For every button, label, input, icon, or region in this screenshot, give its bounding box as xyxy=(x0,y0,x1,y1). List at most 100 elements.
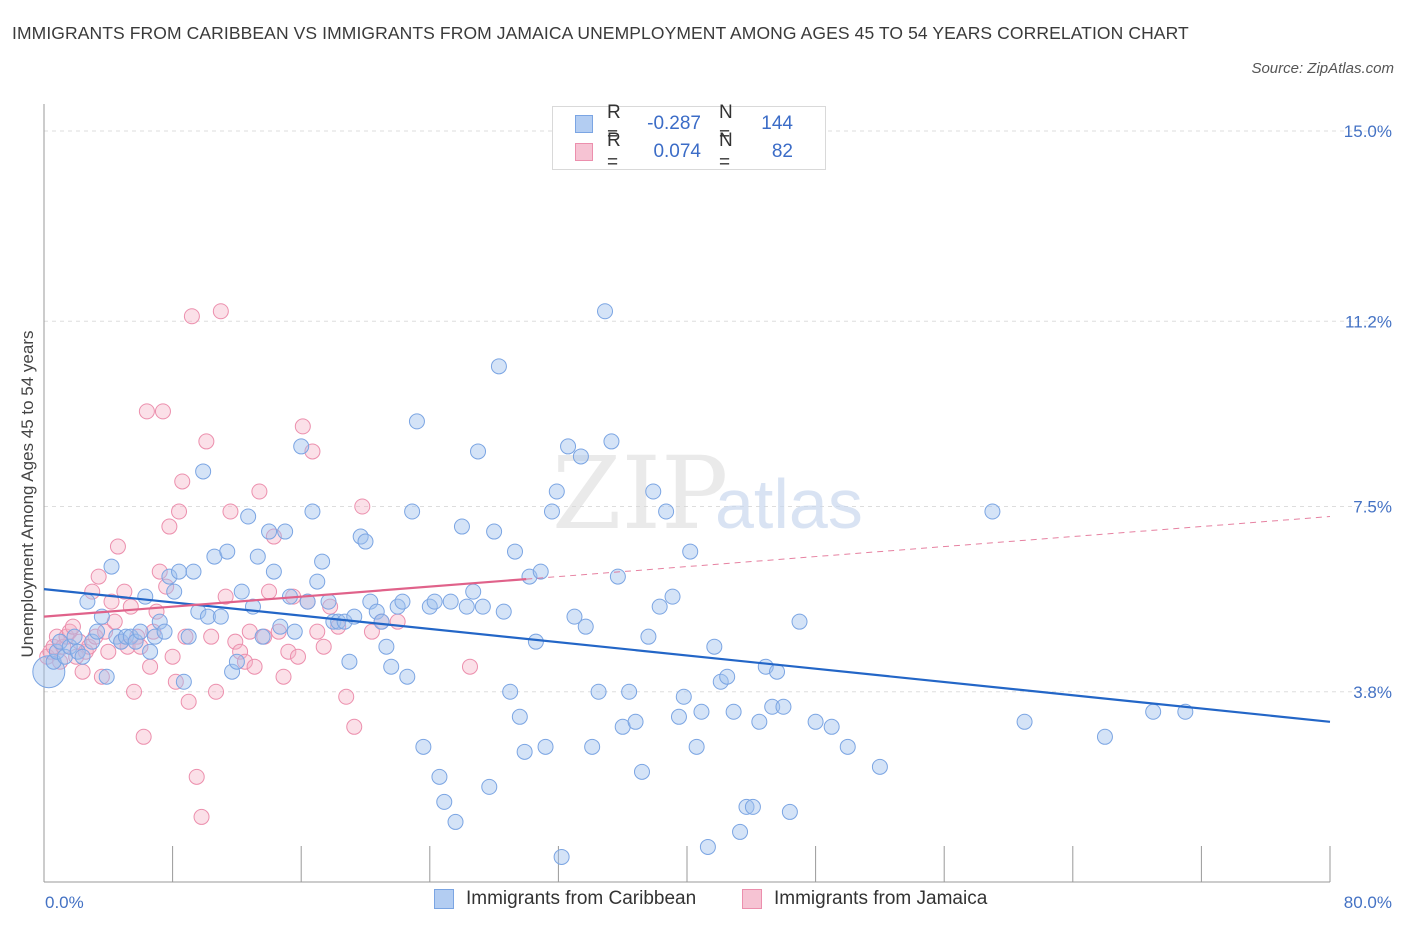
data-point-caribbean xyxy=(52,633,69,650)
data-point-caribbean xyxy=(447,813,464,830)
data-point-caribbean xyxy=(103,558,120,575)
data-point-caribbean xyxy=(577,618,594,635)
data-point-caribbean xyxy=(470,443,487,460)
data-point-caribbean xyxy=(633,763,650,780)
data-point-jamaica xyxy=(294,418,311,435)
data-point-caribbean xyxy=(171,563,188,580)
stats-legend: R = -0.287 N = 144 R = 0.074 N = 82 xyxy=(552,102,826,173)
data-point-caribbean xyxy=(293,438,310,455)
data-point-caribbean xyxy=(502,683,519,700)
data-point-caribbean xyxy=(597,303,614,320)
legend-item-caribbean[interactable]: Immigrants from Caribbean xyxy=(434,888,696,910)
legend-r-value: 0.074 xyxy=(653,141,701,162)
data-point-caribbean xyxy=(146,628,163,645)
data-point-caribbean xyxy=(453,518,470,535)
data-point-caribbean xyxy=(682,543,699,560)
data-point-caribbean xyxy=(458,598,475,615)
data-point-caribbean xyxy=(286,623,303,640)
data-point-caribbean xyxy=(98,668,115,685)
data-point-caribbean xyxy=(175,673,192,690)
data-point-caribbean xyxy=(751,713,768,730)
data-point-caribbean xyxy=(224,663,241,680)
data-point-caribbean xyxy=(719,668,736,685)
data-point-jamaica xyxy=(289,648,306,665)
data-point-caribbean xyxy=(706,638,723,655)
data-point-caribbean xyxy=(984,503,1001,520)
data-point-caribbean xyxy=(161,568,178,585)
data-point-caribbean xyxy=(645,483,662,500)
data-point-caribbean xyxy=(341,653,358,670)
data-point-caribbean xyxy=(725,703,742,720)
data-point-caribbean xyxy=(670,708,687,725)
legend-swatch-caribbean xyxy=(575,115,593,133)
legend-label-jamaica: Immigrants from Jamaica xyxy=(774,888,988,909)
data-point-caribbean xyxy=(442,593,459,610)
data-point-jamaica xyxy=(461,658,478,675)
data-point-caribbean xyxy=(627,713,644,730)
data-point-caribbean xyxy=(320,593,337,610)
data-point-caribbean xyxy=(74,648,91,665)
data-point-caribbean xyxy=(675,688,692,705)
data-point-caribbean xyxy=(732,823,749,840)
data-point-caribbean xyxy=(664,588,681,605)
data-point-caribbean xyxy=(516,743,533,760)
data-point-jamaica xyxy=(135,728,152,745)
data-point-caribbean xyxy=(621,683,638,700)
x-tick-label: 80.0% xyxy=(1344,893,1392,912)
data-point-caribbean xyxy=(543,503,560,520)
data-point-caribbean xyxy=(640,628,657,645)
data-point-caribbean xyxy=(548,483,565,500)
data-point-caribbean xyxy=(132,623,149,640)
data-point-jamaica xyxy=(109,538,126,555)
data-point-caribbean xyxy=(506,543,523,560)
data-point-caribbean xyxy=(228,653,245,670)
data-point-caribbean xyxy=(764,698,781,715)
data-point-jamaica xyxy=(208,683,225,700)
data-point-caribbean xyxy=(537,738,554,755)
data-point-jamaica xyxy=(363,623,380,640)
data-point-jamaica xyxy=(171,503,188,520)
data-point-caribbean xyxy=(389,598,406,615)
data-point-caribbean xyxy=(609,568,626,585)
data-point-jamaica xyxy=(100,643,117,660)
gridlines xyxy=(44,130,1380,693)
data-point-caribbean xyxy=(421,598,438,615)
data-point-caribbean xyxy=(590,683,607,700)
data-point-caribbean xyxy=(431,768,448,785)
data-point-caribbean xyxy=(651,598,668,615)
x-tick-label: 0.0% xyxy=(45,893,84,912)
data-point-caribbean xyxy=(304,503,321,520)
data-point-caribbean xyxy=(357,533,374,550)
legend-r-value: -0.287 xyxy=(647,113,701,134)
data-point-caribbean xyxy=(137,588,154,605)
legend-n-label: N = xyxy=(719,102,733,145)
data-point-caribbean xyxy=(436,793,453,810)
data-point-jamaica xyxy=(90,568,107,585)
data-point-caribbean xyxy=(791,613,808,630)
data-point-caribbean xyxy=(113,633,130,650)
data-point-caribbean xyxy=(399,668,416,685)
data-point-caribbean xyxy=(688,738,705,755)
data-point-jamaica xyxy=(203,628,220,645)
y-tick-label: 7.5% xyxy=(1353,498,1392,517)
data-point-jamaica xyxy=(354,498,371,515)
data-point-caribbean xyxy=(584,738,601,755)
legend-item-jamaica[interactable]: Immigrants from Jamaica xyxy=(742,888,987,910)
data-point-caribbean xyxy=(66,628,83,645)
legend-row-caribbean: R = -0.287 N = 144 xyxy=(575,102,793,145)
data-point-caribbean xyxy=(249,548,266,565)
trend-line-caribbean xyxy=(43,588,1331,723)
legend-swatch-jamaica xyxy=(742,889,762,909)
data-point-caribbean xyxy=(272,618,289,635)
trend-line-jamaica xyxy=(43,578,527,618)
data-point-jamaica xyxy=(222,503,239,520)
data-point-jamaica xyxy=(251,483,268,500)
data-point-caribbean xyxy=(127,633,144,650)
data-point-jamaica xyxy=(183,308,200,325)
data-point-jamaica xyxy=(232,643,249,660)
data-point-jamaica xyxy=(198,433,215,450)
data-point-caribbean xyxy=(309,573,326,590)
legend-swatch-caribbean xyxy=(434,889,454,909)
data-point-caribbean xyxy=(415,738,432,755)
